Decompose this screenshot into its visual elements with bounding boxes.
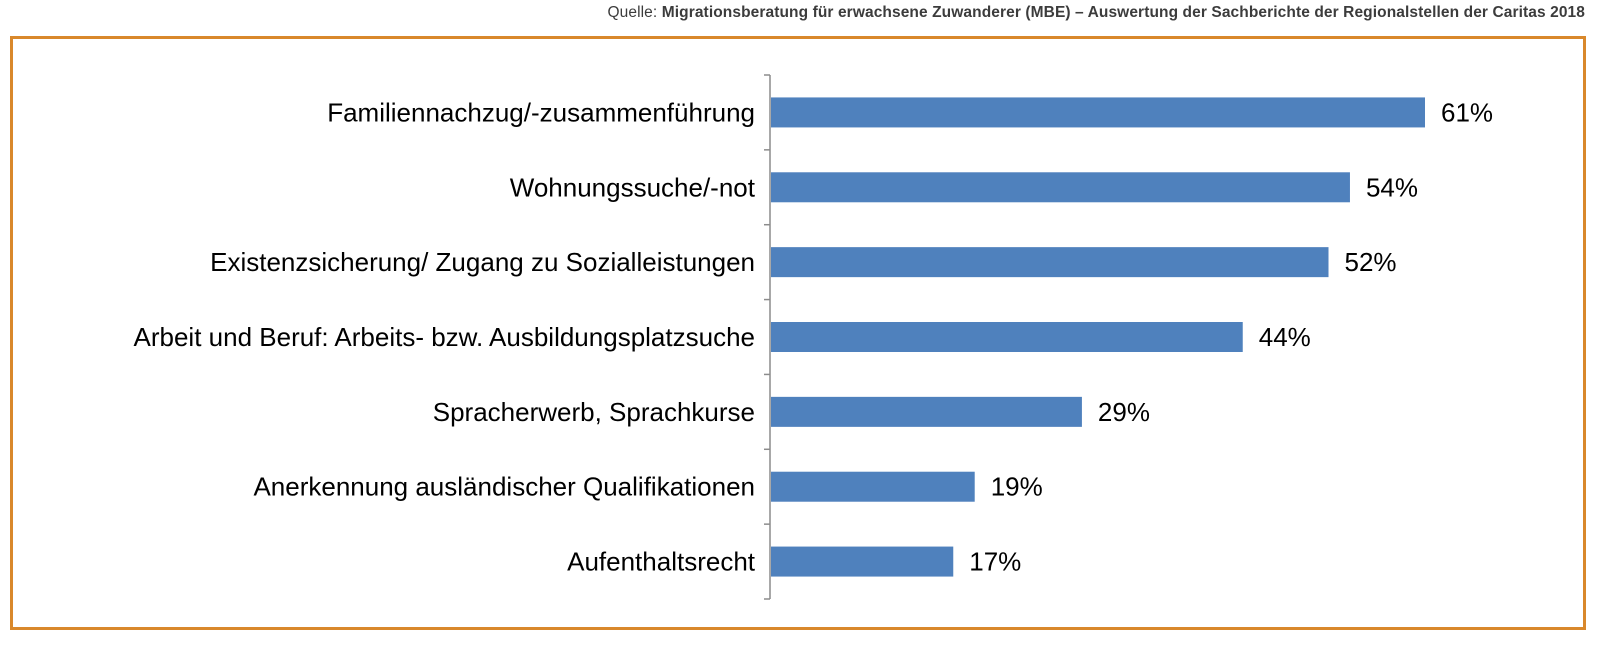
value-label: 61% — [1441, 97, 1493, 127]
value-label: 44% — [1259, 322, 1311, 352]
source-text: Migrationsberatung für erwachsene Zuwand… — [661, 4, 1585, 21]
bar — [771, 322, 1243, 352]
value-label: 17% — [969, 547, 1021, 577]
value-label: 54% — [1366, 172, 1418, 202]
category-label: Anerkennung ausländischer Qualifikatione… — [253, 472, 755, 502]
value-label: 52% — [1345, 247, 1397, 277]
category-label: Arbeit und Beruf: Arbeits- bzw. Ausbildu… — [134, 322, 755, 352]
bar — [771, 172, 1350, 203]
category-label: Existenzsicherung/ Zugang zu Sozialleist… — [210, 247, 755, 277]
value-label: 29% — [1098, 397, 1150, 427]
category-label: Aufenthaltsrecht — [567, 547, 756, 577]
source-prefix: Quelle: — [607, 4, 662, 21]
bar — [771, 396, 1082, 427]
chart-frame: Familiennachzug/-zusammenführung 61% Wohnu… — [10, 36, 1586, 630]
source-line: Quelle: Migrationsberatung für erwachsen… — [608, 4, 1586, 22]
category-label: Spracherwerb, Sprachkurse — [433, 397, 755, 427]
bar — [771, 471, 975, 502]
bar — [771, 546, 954, 577]
value-label: 19% — [991, 472, 1043, 502]
bar — [771, 247, 1329, 278]
bar-chart: Familiennachzug/-zusammenführung 61% Wohnu… — [134, 74, 1493, 600]
category-label: Familiennachzug/-zusammenführung — [327, 97, 755, 127]
bar — [771, 97, 1425, 128]
category-label: Wohnungssuche/-not — [510, 172, 756, 202]
